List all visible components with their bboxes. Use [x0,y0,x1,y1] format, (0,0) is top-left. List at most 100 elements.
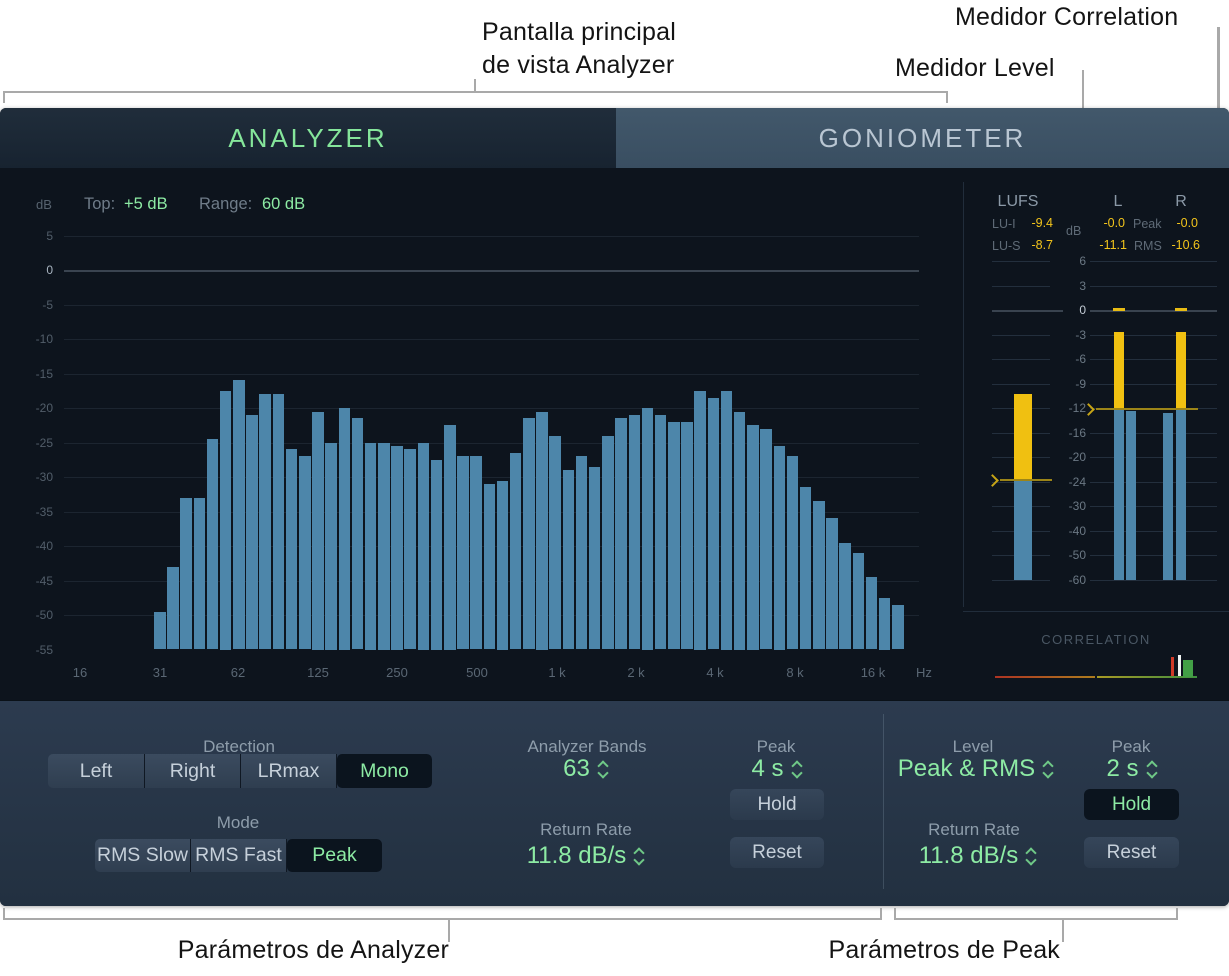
spectrum-y-tick-label: -10 [35,332,53,346]
analyzer-return-rate-number: 11.8 dB/s [526,842,627,869]
spectrum-bar [285,449,298,650]
callout-stem [448,920,450,942]
spectrum-bar [509,452,522,650]
peak-return-rate-value[interactable]: 11.8 dB/s [857,842,1097,870]
tab-analyzer[interactable]: ANALYZER [0,108,616,168]
meter-db-unit-label: dB [1066,224,1082,238]
option-peak[interactable]: Peak [287,839,382,872]
level-peak-bar-over [1114,331,1124,408]
stepper-icon[interactable] [790,759,803,779]
callout-bracket-analyzer [3,918,882,920]
lufs-bar-over [1014,394,1032,479]
callout-stem [1062,920,1064,942]
analyzer-return-rate-value[interactable]: 11.8 dB/s [485,842,685,870]
spectrum-y-tick-label: -50 [35,608,53,622]
spectrum-bar [259,394,271,650]
analyzer-hold-button[interactable]: Hold [730,789,824,820]
level-tick [1090,433,1217,434]
spectrum-bar [865,577,878,650]
spectrum-freq-label: 8 k [786,665,804,680]
spectrum-bar [760,428,772,650]
control-panel: Detection Left Right LRmax Mono Mode RMS Sl… [0,700,1229,906]
peak-time-text: 2 s [1106,755,1139,782]
level-tick [1090,457,1217,458]
annotation-peak-params: Parámetros de Peak [828,936,1060,964]
level-rms-label: RMS [1134,239,1162,253]
meter-scale-label: -6 [1075,352,1086,366]
tab-goniometer[interactable]: GONIOMETER [616,108,1229,168]
level-left-header: L [1113,193,1123,210]
correlation-max-marker [1178,655,1181,676]
meter-panel-separator [963,182,964,607]
spectrum-bar [523,418,535,650]
spectrum-bar [562,470,575,650]
option-lrmax[interactable]: LRmax [241,754,337,788]
spectrum-bar [602,435,614,650]
level-tick [1090,506,1217,507]
stepper-icon[interactable] [633,846,645,866]
range-value[interactable]: 60 dB [262,195,306,213]
panel-divider [883,714,884,889]
analyzer-peak-label: Peak [756,737,796,756]
option-right[interactable]: Right [145,754,241,788]
callout-bracket-top [3,91,948,93]
level-tick [1090,335,1217,336]
spectrum-bar [325,442,337,650]
level-right-header: R [1175,193,1187,210]
correlation-value-bar [1183,660,1193,677]
stepper-icon[interactable] [597,759,609,779]
spectrum-bar [404,449,416,650]
spectrum-bar [641,408,654,650]
spectrum-y-tick-label: -30 [35,470,53,484]
level-threshold-line[interactable] [1096,408,1198,410]
option-rms-slow[interactable]: RMS Slow [95,839,191,872]
stepper-icon[interactable] [1025,846,1037,866]
option-rms-fast[interactable]: RMS Fast [191,839,287,872]
meter-scale-label: -30 [1068,499,1086,513]
peak-value[interactable]: 2 s [1031,755,1229,783]
level-rms-bar [1163,413,1173,580]
spectrum-bar [773,446,785,650]
stepper-icon[interactable] [1145,759,1158,779]
analyzer-peak-time: 4 s [751,755,784,782]
peak-reset-button[interactable]: Reset [1084,837,1179,868]
level-value[interactable]: Peak & RMS [855,755,1095,783]
spectrum-y-tick-label: 0 [46,263,53,277]
option-left[interactable]: Left [48,754,145,788]
spectrum-freq-label: 1 k [548,665,566,680]
callout-stem [474,79,476,91]
level-tick [1090,531,1217,532]
spectrum-bar [799,487,812,650]
level-tick [1090,555,1217,556]
level-left-rms-value: -11.1 [1099,238,1127,252]
level-tick [1090,580,1217,581]
lufs-threshold-arrow-icon[interactable] [986,474,999,487]
callout-bracket-tick [880,908,882,918]
analyzer-bands-label: Analyzer Bands [527,737,647,756]
top-value[interactable]: +5 dB [124,195,168,213]
option-mono[interactable]: Mono [337,754,432,788]
analyzer-reset-button[interactable]: Reset [730,837,824,868]
level-left-peak-value: -0.0 [1103,216,1125,230]
spectrum-bar [338,408,350,650]
spectrum-bar [588,466,601,650]
analyzer-bands-value[interactable]: 63 [485,755,685,783]
meter-scale-label: -20 [1068,450,1086,464]
lufs-threshold-line[interactable] [1000,478,1052,481]
analyzer-peak-value[interactable]: 4 s [676,755,876,783]
callout-bracket-tick [894,908,896,918]
correlation-min-marker [1171,657,1174,676]
spectrum-bar [720,390,733,650]
view-tabbar: ANALYZER GONIOMETER [0,108,1229,168]
multimeter-window: ANALYZER GONIOMETER dB Top: +5 dB Range:… [0,108,1229,906]
level-tick [1090,261,1217,262]
annotation-line2: de vista Analyzer [482,51,675,79]
spectrum-bar [364,442,377,650]
spectrum-bar [430,459,443,650]
spectrum-freq-label: 500 [466,665,488,680]
meter-scale-label: -3 [1075,328,1086,342]
peak-hold-button[interactable]: Hold [1084,789,1179,820]
level-tick [1090,482,1217,483]
level-right-peak-value: -0.0 [1176,216,1198,230]
